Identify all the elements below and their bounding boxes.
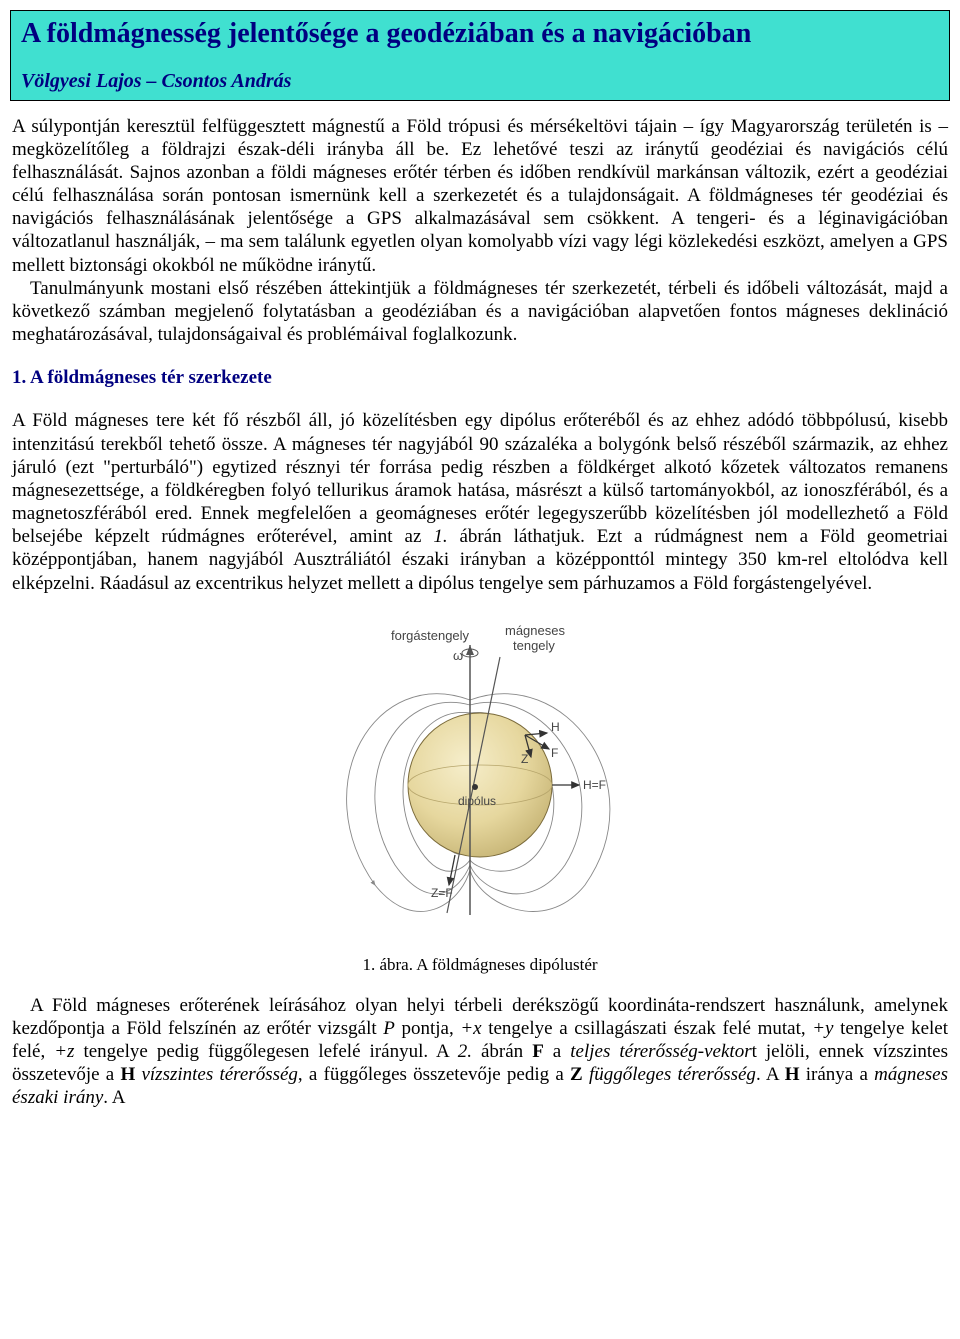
label-HeqF: H=F xyxy=(583,778,606,792)
p4-teljes: teljes térerősség-vektor xyxy=(570,1041,751,1062)
p4-fugg: függőleges térerősség xyxy=(583,1064,756,1085)
paragraph-3: A Föld mágneses tere két fő részből áll,… xyxy=(12,409,948,594)
content-area: A súlypontján keresztül felfüggesztett m… xyxy=(12,115,948,1110)
p4-fig2: 2. xyxy=(458,1041,472,1062)
label-Z: Z xyxy=(521,752,528,766)
p4-F: F xyxy=(532,1041,544,1062)
p4-t2: pontja, xyxy=(395,1018,460,1039)
p4-plusy: +y xyxy=(812,1018,833,1039)
header-box: A földmágnesség jelentősége a geodéziába… xyxy=(10,10,950,101)
p4-Z: Z xyxy=(570,1064,583,1085)
p4-vizsz: vízszintes térerősség xyxy=(135,1064,298,1085)
label-ZeqF: Z=F xyxy=(431,886,453,900)
p4-t3: tengelye a csillagászati észak felé muta… xyxy=(482,1018,813,1039)
dipole-field-diagram: forgástengely ω mágneses tengely dipólus… xyxy=(335,605,625,945)
p4-t11: iránya a xyxy=(800,1064,875,1085)
label-dipolus: dipólus xyxy=(458,794,496,808)
label-H: H xyxy=(551,720,560,734)
authors: Völgyesi Lajos – Csontos András xyxy=(21,69,939,93)
p4-H2: H xyxy=(785,1064,800,1085)
p4-t7: a xyxy=(544,1041,570,1062)
p4-t12: . A xyxy=(103,1087,125,1108)
p4-H: H xyxy=(120,1064,135,1085)
section-1-heading: 1. A földmágneses tér szerkezete xyxy=(12,366,948,389)
label-magneses-l1: mágneses xyxy=(505,623,565,638)
page-title: A földmágnesség jelentősége a geodéziába… xyxy=(21,17,939,51)
p4-t6: ábrán xyxy=(472,1041,532,1062)
label-F: F xyxy=(551,746,558,760)
figure-1: forgástengely ω mágneses tengely dipólus… xyxy=(12,605,948,951)
p4-P: P xyxy=(383,1018,395,1039)
label-omega: ω xyxy=(453,648,463,663)
p4-t9: , a függőleges összetevője pedig a xyxy=(298,1064,570,1085)
figure-1-caption: 1. ábra. A földmágneses dipólustér xyxy=(12,955,948,976)
label-forgastengely: forgástengely xyxy=(391,628,470,643)
p3-figref: 1. xyxy=(433,526,447,547)
paragraph-2: Tanulmányunk mostani első részében áttek… xyxy=(12,277,948,347)
paragraph-1: A súlypontján keresztül felfüggesztett m… xyxy=(12,115,948,277)
p4-t10: . A xyxy=(756,1064,785,1085)
p4-t5: tengelye pedig függőlegesen lefelé irány… xyxy=(74,1041,457,1062)
p4-plusz: +z xyxy=(54,1041,74,1062)
paragraph-4: A Föld mágneses erőterének leírásához ol… xyxy=(12,994,948,1110)
label-magneses-l2: tengely xyxy=(513,638,555,653)
p4-plusx: +x xyxy=(460,1018,481,1039)
